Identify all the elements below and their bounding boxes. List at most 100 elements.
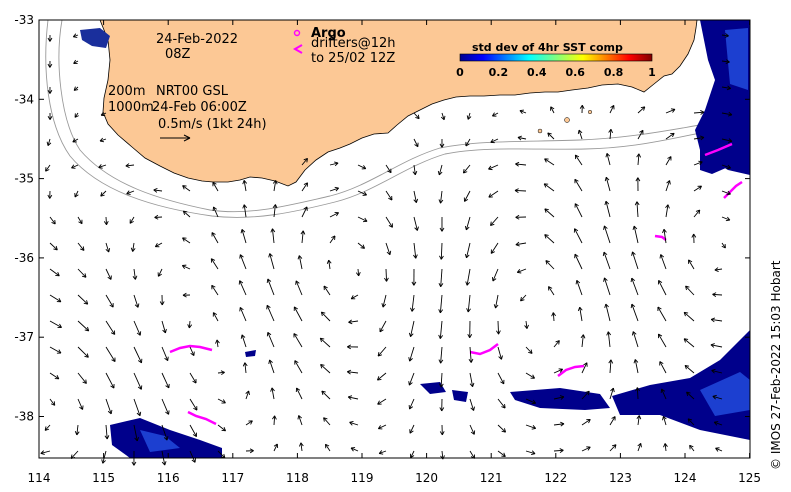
current-arrow xyxy=(408,372,415,386)
current-arrow xyxy=(323,417,331,426)
current-arrow-head xyxy=(437,170,443,176)
current-arrow xyxy=(239,280,247,296)
current-arrow-head xyxy=(47,89,53,94)
current-arrow xyxy=(385,268,388,282)
current-arrow-head xyxy=(725,59,730,65)
current-arrow xyxy=(685,285,695,296)
current-arrow-head xyxy=(560,421,565,427)
current-arrow-head xyxy=(551,312,556,317)
current-arrow xyxy=(711,319,723,322)
current-arrow-head xyxy=(611,444,617,449)
current-arrow xyxy=(581,419,591,426)
current-arrow xyxy=(490,138,499,143)
colorbar-tick-label: 0 xyxy=(456,66,464,79)
current-arrow xyxy=(413,216,418,231)
current-arrow-head xyxy=(73,86,79,91)
current-arrow-head xyxy=(45,167,50,172)
current-arrow-head xyxy=(548,286,553,291)
current-arrow-head xyxy=(490,249,496,254)
current-arrow xyxy=(465,138,471,147)
current-arrow xyxy=(637,106,646,114)
current-arrow-head xyxy=(603,225,608,230)
current-arrow xyxy=(347,371,359,374)
current-arrow xyxy=(525,320,528,329)
current-arrow xyxy=(525,372,535,379)
current-arrow xyxy=(133,320,141,336)
current-arrow-head xyxy=(439,431,445,436)
current-arrow-head xyxy=(387,168,392,174)
current-arrow-head xyxy=(270,228,276,233)
current-arrow-head xyxy=(413,254,418,259)
current-arrow xyxy=(553,368,563,374)
current-arrow xyxy=(714,421,723,426)
current-arrow xyxy=(497,424,506,433)
current-arrow xyxy=(301,206,308,218)
current-arrow xyxy=(133,346,142,364)
current-arrow-head xyxy=(488,165,493,171)
current-arrow-head xyxy=(164,356,169,362)
current-arrow xyxy=(411,294,415,312)
current-arrow-head xyxy=(691,233,697,238)
current-arrow xyxy=(439,320,443,339)
current-arrow xyxy=(721,190,731,195)
current-arrow-head xyxy=(182,237,187,242)
current-arrow-head xyxy=(81,273,87,278)
current-arrow xyxy=(321,311,331,322)
current-arrow-head xyxy=(666,180,671,185)
current-arrow-head xyxy=(192,432,197,437)
credit-text: © IMOS 27-Feb-2022 15:03 Hobart xyxy=(769,260,783,470)
current-arrow xyxy=(105,242,110,253)
current-arrow-head xyxy=(319,337,325,343)
current-arrow-head xyxy=(610,387,615,393)
current-arrow-head xyxy=(517,135,522,141)
current-arrow xyxy=(385,242,391,255)
current-arrow-head xyxy=(700,135,705,141)
current-arrow xyxy=(271,387,275,400)
current-arrow-head xyxy=(190,351,195,356)
current-arrow xyxy=(133,372,142,390)
current-arrow xyxy=(687,418,695,426)
current-arrow-head xyxy=(245,390,250,396)
current-arrow-head xyxy=(605,153,611,158)
current-arrow-head xyxy=(670,132,675,138)
current-arrow xyxy=(553,396,565,400)
current-arrow xyxy=(410,320,415,337)
current-arrow-head xyxy=(212,181,217,187)
current-arrow xyxy=(266,305,275,322)
current-arrow-head xyxy=(72,138,77,143)
current-arrow-head xyxy=(662,415,667,421)
current-arrow xyxy=(133,294,139,308)
current-arrow xyxy=(631,277,639,296)
current-arrow-head xyxy=(192,379,197,384)
current-arrow xyxy=(606,153,611,166)
current-arrow-head xyxy=(724,33,729,38)
lat-tick-label: -37 xyxy=(14,330,34,344)
current-arrow-head xyxy=(100,111,106,117)
current-arrow xyxy=(183,210,191,218)
current-arrow xyxy=(357,242,365,249)
current-arrow xyxy=(298,415,303,426)
current-arrow-head xyxy=(220,370,225,376)
current-arrow xyxy=(323,285,331,296)
current-arrow xyxy=(413,112,420,120)
current-arrow xyxy=(609,387,614,400)
current-arrow-head xyxy=(467,333,473,338)
current-arrow-head xyxy=(414,226,419,231)
current-arrow xyxy=(349,421,359,426)
current-arrow xyxy=(321,390,331,400)
current-arrow xyxy=(77,242,85,251)
current-arrow xyxy=(665,180,671,192)
current-arrow-head xyxy=(74,193,79,198)
current-arrow-head xyxy=(665,204,670,209)
current-arrow xyxy=(329,235,336,244)
current-arrow xyxy=(693,161,703,166)
current-arrow xyxy=(216,339,219,348)
current-arrow-head xyxy=(574,178,579,184)
current-arrow xyxy=(189,398,198,411)
current-arrow-head xyxy=(71,164,76,169)
current-arrow-head xyxy=(165,410,170,415)
current-arrow xyxy=(243,180,247,192)
current-arrow xyxy=(605,303,611,322)
current-arrow-head xyxy=(100,192,105,197)
current-arrow-head xyxy=(635,177,641,182)
